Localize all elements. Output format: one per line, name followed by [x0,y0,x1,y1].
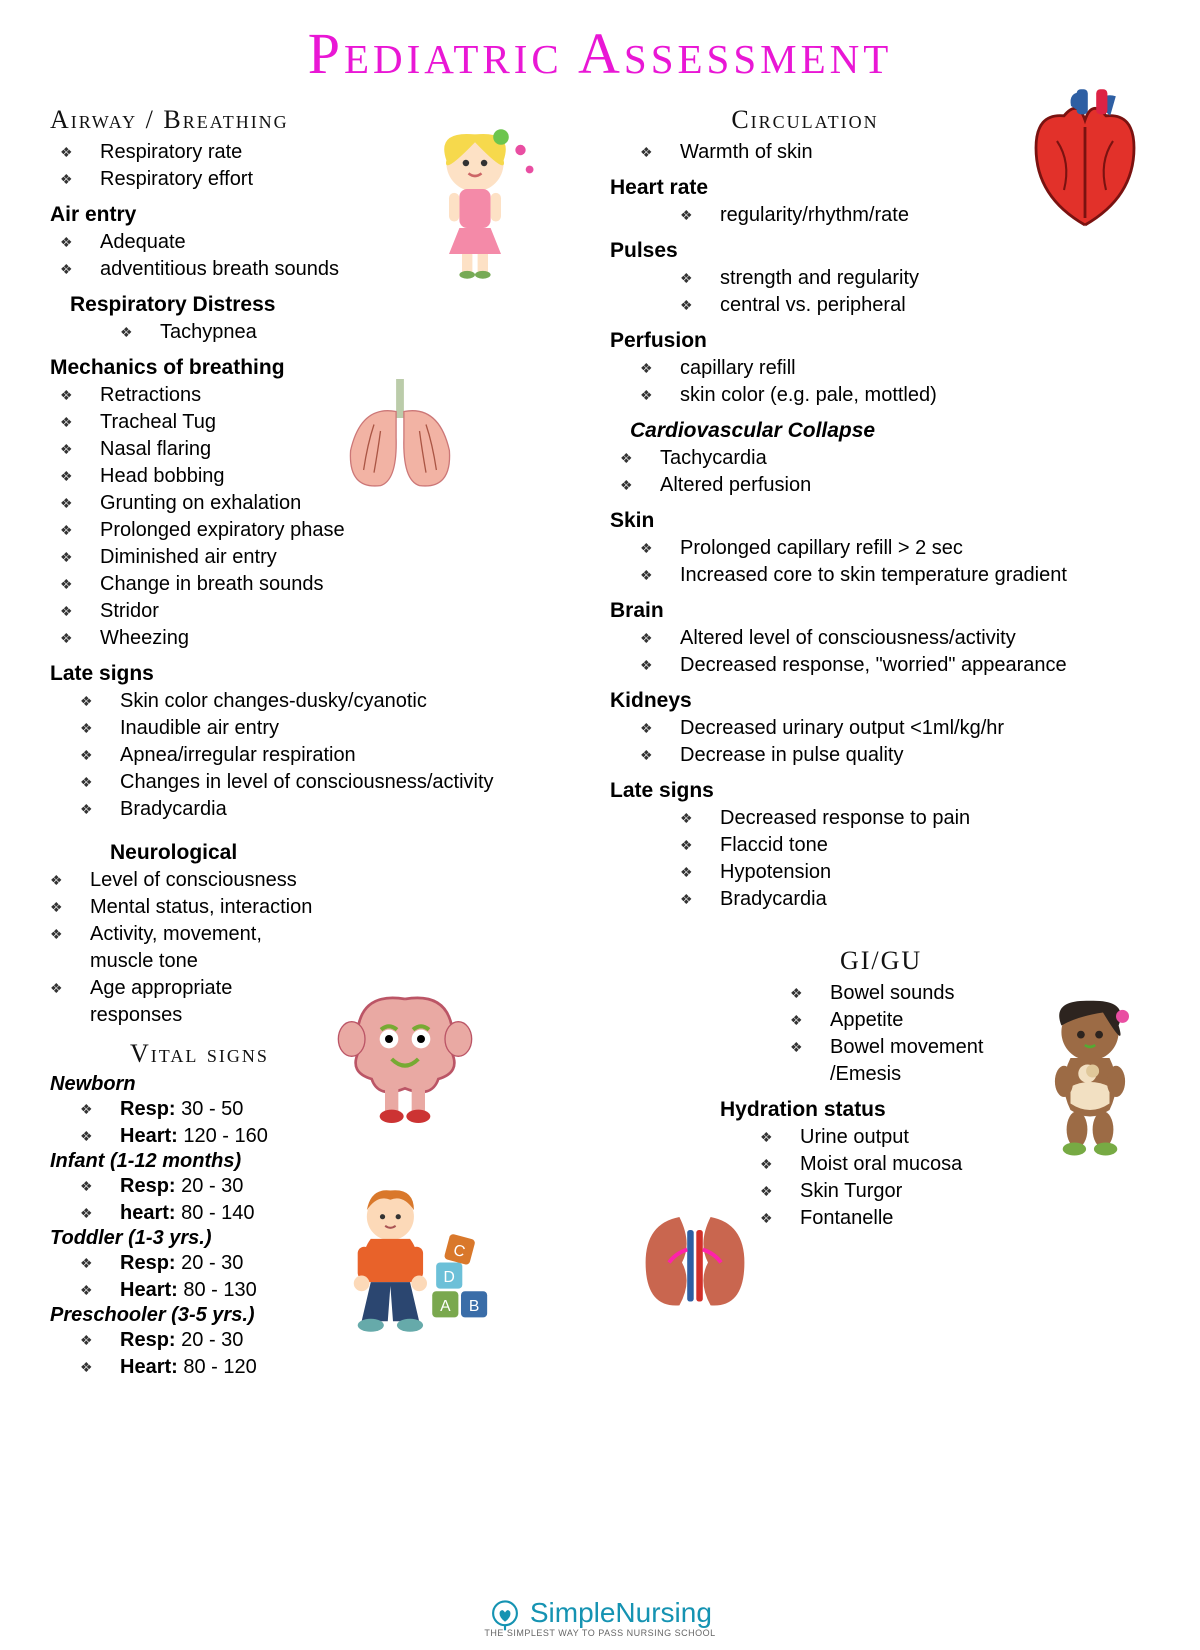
svg-text:A: A [440,1297,451,1314]
list-item: Decreased response, "worried" appearance [680,652,1150,679]
list-item: Inaudible air entry [120,715,590,742]
list-item: central vs. peripheral [720,292,1150,319]
kidneys-list: Decreased urinary output <1ml/kg/hr Decr… [610,715,1150,769]
baby-icon [1015,977,1165,1177]
neuro-title: Neurological [110,841,590,865]
list-item: Stridor [100,598,590,625]
perfusion-title: Perfusion [610,329,1150,353]
circulation-title: Circulation [610,105,1000,135]
list-item: Changes in level of consciousness/activi… [120,769,590,796]
list-item: Decrease in pulse quality [680,742,1150,769]
list-item: Mental status, interaction [90,894,330,921]
age-label: Infant (1-12 months) [50,1150,590,1173]
list-item: Appetite [830,1007,1040,1034]
skin-title: Skin [610,509,1150,533]
cv-collapse-list: Tachycardia Altered perfusion [610,445,1150,499]
list-item: Activity, movement, muscle tone [90,921,330,975]
pulses-title: Pulses [610,239,1150,263]
neuro-list: Level of consciousness Mental status, in… [50,867,330,1029]
list-item: skin color (e.g. pale, mottled) [680,382,1150,409]
brain-list: Altered level of consciousness/activity … [610,625,1150,679]
skin-list: Prolonged capillary refill > 2 sec Incre… [610,535,1150,589]
late-signs-right-title: Late signs [610,779,1150,803]
list-item: Change in breath sounds [100,571,590,598]
left-column: Airway / Breathing Respiratory rate Resp… [50,97,590,1381]
svg-text:D: D [444,1269,455,1286]
resp-distress-list: Tachypnea [50,319,590,346]
child-blocks-icon: D A B C [320,1177,500,1347]
list-item: Level of consciousness [90,867,330,894]
resp-distress-title: Respiratory Distress [70,293,590,317]
list-item: Wheezing [100,625,590,652]
mechanics-list: Retractions Tracheal Tug Nasal flaring H… [50,382,590,652]
list-item: Heart: 80 - 120 [120,1354,590,1381]
gigu-title: GI/GU [840,946,1150,976]
brand-text: SimpleNursing [530,1597,712,1628]
perfusion-list: capillary refill skin color (e.g. pale, … [610,355,1150,409]
tagline-text: THE SIMPLEST WAY TO PASS NURSING SCHOOL [0,1628,1200,1638]
cv-collapse-title: Cardiovascular Collapse [630,419,1150,443]
list-item: strength and regularity [720,265,1150,292]
heart-icon [1010,82,1160,242]
right-column: Circulation Warmth of skin Heart rate re… [610,97,1150,1381]
kidneys-title: Kidneys [610,689,1150,713]
list-item: Bradycardia [120,796,590,823]
list-item: Increased core to skin temperature gradi… [680,562,1150,589]
list-item: Decreased urinary output <1ml/kg/hr [680,715,1150,742]
list-item: Age appropriate responses [90,975,330,1029]
logo-icon [488,1598,522,1632]
svg-text:B: B [469,1297,479,1314]
brain-icon [320,972,490,1132]
list-item: Tachycardia [660,445,1150,472]
list-item: Diminished air entry [100,544,590,571]
late-signs-left-title: Late signs [50,662,590,686]
footer-logo: SimpleNursing THE SIMPLEST WAY TO PASS N… [0,1597,1200,1638]
brain-title: Brain [610,599,1150,623]
list-item: Prolonged expiratory phase [100,517,590,544]
kidneys-icon [620,1192,770,1332]
list-item: Altered perfusion [660,472,1150,499]
list-item: Prolonged capillary refill > 2 sec [680,535,1150,562]
list-item: Apnea/irregular respiration [120,742,590,769]
list-item: Altered level of consciousness/activity [680,625,1150,652]
page-title: Pediatric Assessment [50,20,1150,87]
girl-icon [400,117,550,287]
list-item: Bowel sounds [830,980,1040,1007]
list-item: Fontanelle [800,1205,1150,1232]
list-item: Flaccid tone [720,832,1150,859]
pulses-list: strength and regularity central vs. peri… [610,265,1150,319]
mechanics-title: Mechanics of breathing [50,356,590,380]
lungs-icon [330,377,470,497]
late-signs-right-list: Decreased response to pain Flaccid tone … [610,805,1150,913]
list-item: Skin Turgor [800,1178,1150,1205]
list-item: Hypotension [720,859,1150,886]
list-item: Skin color changes-dusky/cyanotic [120,688,590,715]
list-item: Bradycardia [720,886,1150,913]
list-item: Bowel movement /Emesis [830,1034,1040,1088]
list-item: capillary refill [680,355,1150,382]
late-signs-left-list: Skin color changes-dusky/cyanotic Inaudi… [50,688,590,823]
list-item: Decreased response to pain [720,805,1150,832]
list-item: Tachypnea [160,319,590,346]
gigu-list: Bowel sounds Appetite Bowel movement /Em… [780,980,1040,1088]
